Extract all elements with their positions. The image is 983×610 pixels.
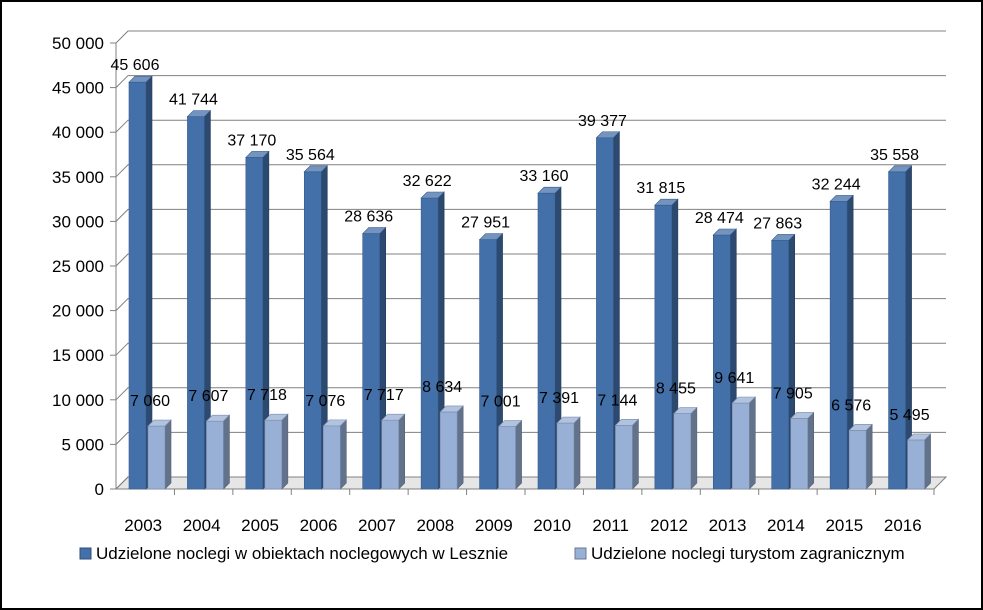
data-label-total: 31 815 bbox=[636, 180, 685, 197]
y-tick-label: 30 000 bbox=[52, 212, 104, 231]
data-label-total: 32 622 bbox=[403, 173, 452, 190]
bar-foreign bbox=[380, 413, 406, 490]
bar-foreign bbox=[614, 418, 640, 490]
gridline bbox=[115, 431, 946, 445]
legend-label-foreign: Udzielone noclegi turystom zagranicznym bbox=[591, 544, 905, 563]
gridline bbox=[115, 253, 946, 267]
bar-foreign bbox=[322, 419, 348, 490]
data-label-total: 41 744 bbox=[169, 92, 218, 109]
bar-total bbox=[595, 131, 621, 490]
x-tick-label: 2012 bbox=[650, 516, 688, 535]
x-tick-label: 2011 bbox=[592, 516, 629, 535]
bar-foreign bbox=[731, 396, 757, 490]
gridline bbox=[115, 208, 946, 222]
data-label-foreign: 7 718 bbox=[247, 387, 287, 404]
y-tick-label: 40 000 bbox=[52, 123, 104, 142]
data-label-total: 35 558 bbox=[870, 147, 919, 164]
data-label-foreign: 8 455 bbox=[656, 381, 696, 398]
gridlines bbox=[114, 30, 948, 490]
bar-total bbox=[128, 75, 153, 490]
bar-foreign bbox=[497, 419, 523, 490]
data-label-foreign: 7 076 bbox=[305, 393, 345, 410]
gridline bbox=[115, 342, 946, 356]
y-tick-label: 45 000 bbox=[52, 79, 104, 98]
data-label-foreign: 7 001 bbox=[481, 394, 521, 411]
gridline bbox=[115, 387, 946, 401]
bar-foreign bbox=[906, 433, 932, 490]
data-label-total: 32 244 bbox=[812, 176, 861, 193]
y-tick-label: 15 000 bbox=[52, 346, 104, 365]
y-tick-label: 50 000 bbox=[52, 34, 104, 53]
data-label-foreign: 6 576 bbox=[831, 397, 871, 414]
y-tick-label: 5 000 bbox=[61, 435, 104, 454]
bar-foreign bbox=[147, 419, 172, 490]
bar-total bbox=[770, 233, 796, 490]
bar-foreign bbox=[673, 406, 698, 490]
legend: Udzielone noclegi w obiektach noclegowyc… bbox=[79, 544, 905, 563]
data-label-total: 35 564 bbox=[286, 147, 335, 164]
x-tick-label: 2006 bbox=[300, 516, 338, 535]
bar-total bbox=[186, 109, 212, 490]
axes: 0 5 000 10 000 15 000 20 000 25 000 30 000 35 0… bbox=[52, 34, 935, 535]
x-tick-label: 2016 bbox=[884, 516, 922, 535]
x-tick-label: 2008 bbox=[416, 516, 454, 535]
y-tick-label: 20 000 bbox=[52, 302, 104, 321]
bar-foreign bbox=[848, 423, 873, 490]
x-tick-label: 2009 bbox=[475, 516, 513, 535]
x-tick-label: 2003 bbox=[124, 516, 162, 535]
gridline bbox=[115, 30, 946, 44]
data-label-foreign: 7 060 bbox=[130, 393, 170, 410]
data-label-foreign: 7 905 bbox=[773, 385, 813, 402]
gridline bbox=[115, 119, 946, 133]
legend-swatch-foreign bbox=[574, 547, 587, 560]
data-label-foreign: 7 391 bbox=[539, 390, 579, 407]
bar-total bbox=[537, 186, 562, 490]
data-label-total: 28 474 bbox=[695, 210, 744, 227]
x-tick-label: 2010 bbox=[533, 516, 571, 535]
data-label-foreign: 7 607 bbox=[188, 388, 228, 405]
bar-foreign bbox=[789, 411, 815, 490]
x-tick-label: 2015 bbox=[825, 516, 863, 535]
data-label-foreign: 7 717 bbox=[364, 387, 404, 404]
x-tick-label: 2014 bbox=[767, 516, 805, 535]
data-label-foreign: 9 641 bbox=[714, 370, 754, 387]
gridline bbox=[115, 75, 946, 88]
x-tick-label: 2004 bbox=[183, 516, 221, 535]
data-label-foreign: 7 144 bbox=[597, 392, 637, 409]
data-label-foreign: 5 495 bbox=[890, 407, 930, 424]
x-tick-label: 2007 bbox=[358, 516, 396, 535]
gridline bbox=[115, 298, 946, 311]
data-label-total: 27 863 bbox=[753, 215, 802, 232]
x-tick-label: 2013 bbox=[709, 516, 747, 535]
bar-foreign bbox=[264, 413, 289, 490]
y-tick-label: 10 000 bbox=[52, 391, 104, 410]
bar-foreign bbox=[556, 416, 581, 490]
data-label-total: 33 160 bbox=[520, 168, 569, 185]
data-label-total: 37 170 bbox=[227, 132, 276, 149]
data-label-foreign: 8 634 bbox=[422, 379, 462, 396]
data-label-total: 27 951 bbox=[461, 215, 510, 232]
y-tick-label: 0 bbox=[95, 480, 104, 499]
data-labels: 45 606 7 060 41 744 7 607 37 170 7 718 35 564 7… bbox=[111, 57, 930, 424]
bar-foreign bbox=[439, 405, 464, 490]
bar-foreign bbox=[205, 414, 231, 490]
data-label-total: 28 636 bbox=[344, 209, 393, 226]
y-tick-label: 25 000 bbox=[52, 257, 104, 276]
gridline bbox=[115, 164, 946, 178]
chart-floor bbox=[114, 476, 948, 490]
y-tick-label: 35 000 bbox=[52, 168, 104, 187]
bar-total bbox=[829, 194, 854, 490]
bar-total bbox=[887, 165, 913, 490]
x-tick-label: 2005 bbox=[241, 516, 279, 535]
data-label-total: 45 606 bbox=[111, 57, 160, 74]
legend-label-total: Udzielone noclegi w obiektach noclegowyc… bbox=[96, 544, 508, 563]
legend-swatch-total bbox=[79, 547, 92, 560]
data-label-total: 39 377 bbox=[578, 113, 627, 130]
bars bbox=[128, 75, 932, 490]
